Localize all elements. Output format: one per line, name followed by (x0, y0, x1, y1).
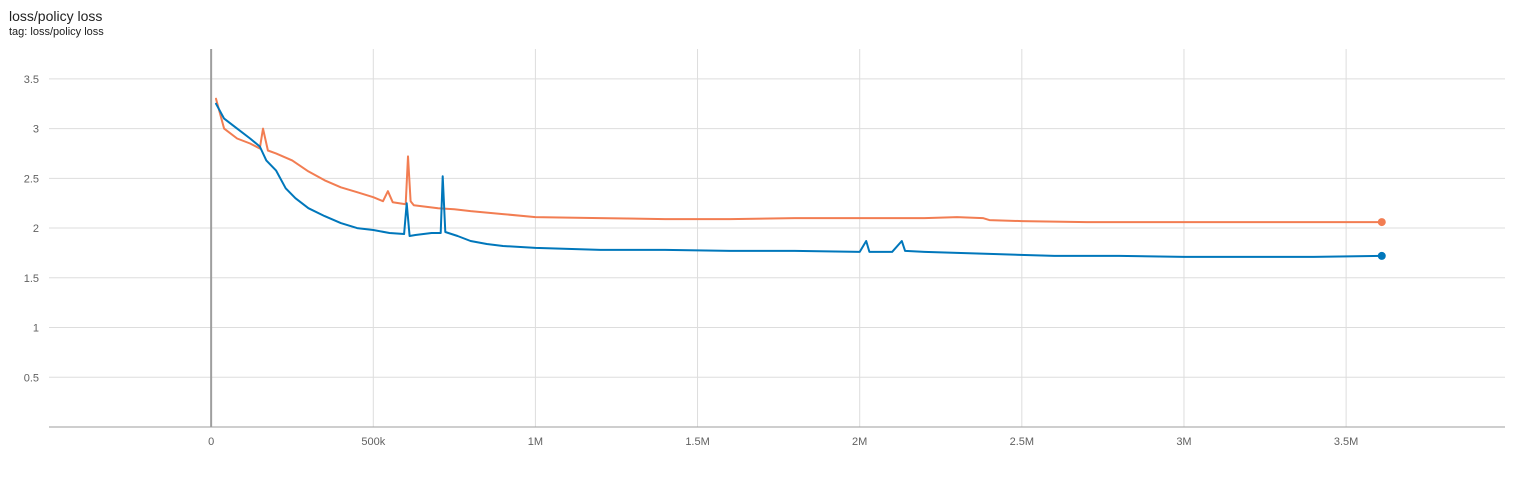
grid (49, 49, 1505, 427)
y-tick-label: 3 (33, 124, 39, 136)
x-tick-label: 1.5M (685, 436, 709, 448)
data-point-0 (1377, 218, 1386, 227)
series-layer (215, 97, 1386, 260)
y-tick-label: 1.5 (24, 273, 39, 285)
x-tick-label: 2.5M (1010, 436, 1034, 448)
y-tick-label: 3.5 (24, 74, 39, 86)
series-line-1 (215, 102, 1383, 258)
x-tick-label: 500k (361, 436, 385, 448)
x-tick-label: 1M (528, 436, 543, 448)
tick-labels: 0.5 1 1.5 2 2.5 3 3.5 0 500k 1M 1.5M 2M 2.5M 3M 3.5M (24, 74, 1359, 448)
x-tick-label: 0 (208, 436, 214, 448)
y-tick-label: 1 (33, 323, 39, 335)
axes (49, 49, 1505, 428)
series-line-0 (215, 97, 1383, 224)
data-point-1 (1377, 251, 1386, 260)
y-tick-label: 2 (33, 223, 39, 235)
y-tick-label: 2.5 (24, 173, 39, 185)
x-tick-label: 2M (852, 436, 867, 448)
chart-title: loss/policy loss (9, 8, 103, 24)
x-tick-label: 3.5M (1334, 436, 1358, 448)
x-tick-label: 3M (1176, 436, 1191, 448)
chart-tag: tag: loss/policy loss (9, 26, 104, 38)
card-header: loss/policy loss tag: loss/policy loss (9, 8, 104, 39)
y-tick-label: 0.5 (24, 372, 39, 384)
